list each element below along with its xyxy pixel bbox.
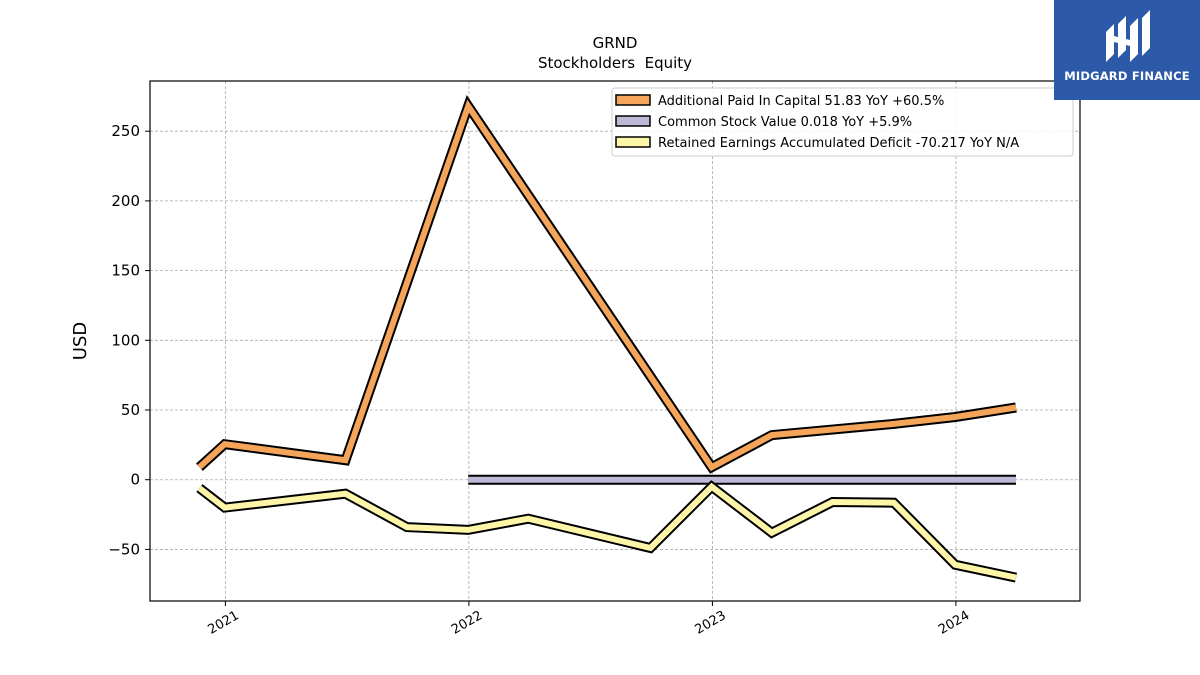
legend-label: Common Stock Value 0.018 YoY +5.9%	[658, 115, 912, 130]
x-tick-label: 2021	[206, 608, 242, 638]
y-tick-label: 250	[111, 122, 140, 140]
x-tick-label: 2022	[449, 608, 485, 638]
y-tick-label: 200	[111, 192, 140, 210]
brand-logo: MIDGARD FINANCE	[1054, 0, 1200, 100]
brand-name: MIDGARD FINANCE	[1064, 69, 1190, 83]
axis-ticks: −50 0 50 100 150 200 250 2021 2022 2023 2024	[108, 122, 972, 638]
legend-label: Additional Paid In Capital 51.83 YoY +60…	[658, 94, 944, 109]
x-tick-label: 2023	[693, 608, 729, 638]
chart-subtitle: Stockholders Equity	[538, 54, 692, 72]
legend-swatch	[615, 94, 651, 106]
legend-box	[611, 87, 1074, 157]
plot-frame	[149, 80, 1081, 602]
y-tick-label: −50	[108, 540, 140, 558]
legend-swatch	[615, 115, 651, 127]
y-axis-label: USD	[70, 322, 91, 360]
y-tick-label: 50	[121, 401, 140, 419]
grid-lines	[150, 81, 1080, 601]
series-layer	[196, 95, 1018, 583]
chart-title: GRND	[593, 34, 638, 52]
y-tick-label: 0	[130, 471, 140, 489]
legend-label: Retained Earnings Accumulated Deficit -7…	[658, 136, 1019, 151]
y-tick-label: 150	[111, 262, 140, 280]
series-line-2	[197, 482, 1017, 581]
legend: Additional Paid In Capital 51.83 YoY +60…	[611, 87, 1074, 157]
x-tick-label: 2024	[936, 608, 972, 638]
series-line-0	[197, 99, 1017, 472]
midgard-logo-icon	[1106, 10, 1150, 62]
legend-swatch	[615, 136, 651, 148]
y-tick-label: 100	[111, 331, 140, 349]
series-line-outline-0	[196, 95, 1017, 474]
